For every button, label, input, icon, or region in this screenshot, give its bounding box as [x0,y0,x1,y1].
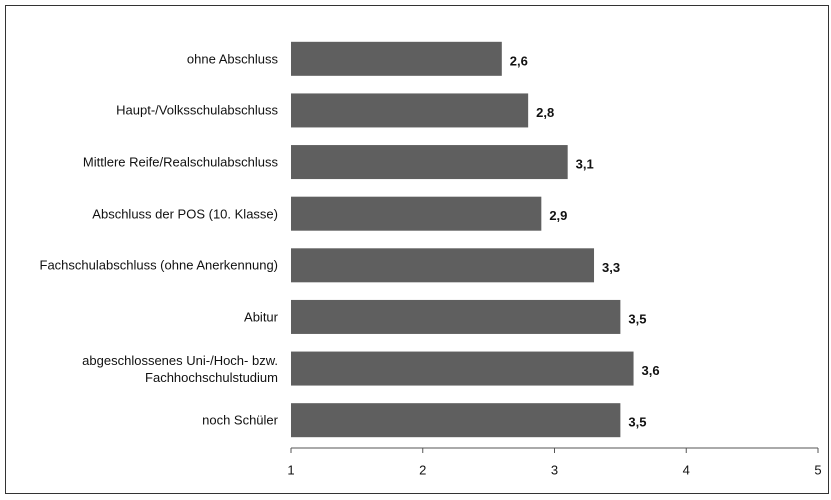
bar [291,299,621,334]
value-label: 3,3 [602,260,620,275]
category-label: ohne Abschluss [186,51,278,67]
bar [291,196,542,231]
bar [291,351,634,386]
x-tick-label: 2 [419,462,426,477]
bar [291,403,621,438]
bar [291,93,529,128]
x-tick-label: 4 [683,462,690,477]
value-label: 2,8 [536,105,554,120]
category-label: Mittlere Reife/Realschulabschluss [82,154,278,170]
value-label: 3,5 [628,415,646,430]
x-tick-label: 5 [814,462,821,477]
value-label: 2,6 [510,53,528,68]
x-tick-label: 1 [287,462,294,477]
value-label: 2,9 [549,208,567,223]
bar [291,41,502,76]
bar [291,145,568,180]
category-label: noch Schüler [202,412,278,428]
category-label: Fachschulabschluss (ohne Anerkennung) [39,257,278,273]
frame [5,5,829,494]
category-label: Abitur [244,309,278,325]
value-label: 3,6 [642,363,660,378]
category-label: Abschluss der POS (10. Klasse) [92,206,278,222]
category-label: abgeschlossenes Uni-/Hoch- bzw. Fachhoch… [82,352,278,385]
category-label: Haupt-/Volksschulabschluss [116,102,278,118]
value-label: 3,1 [576,157,594,172]
bar [291,248,595,283]
value-label: 3,5 [628,311,646,326]
x-tick-label: 3 [551,462,558,477]
